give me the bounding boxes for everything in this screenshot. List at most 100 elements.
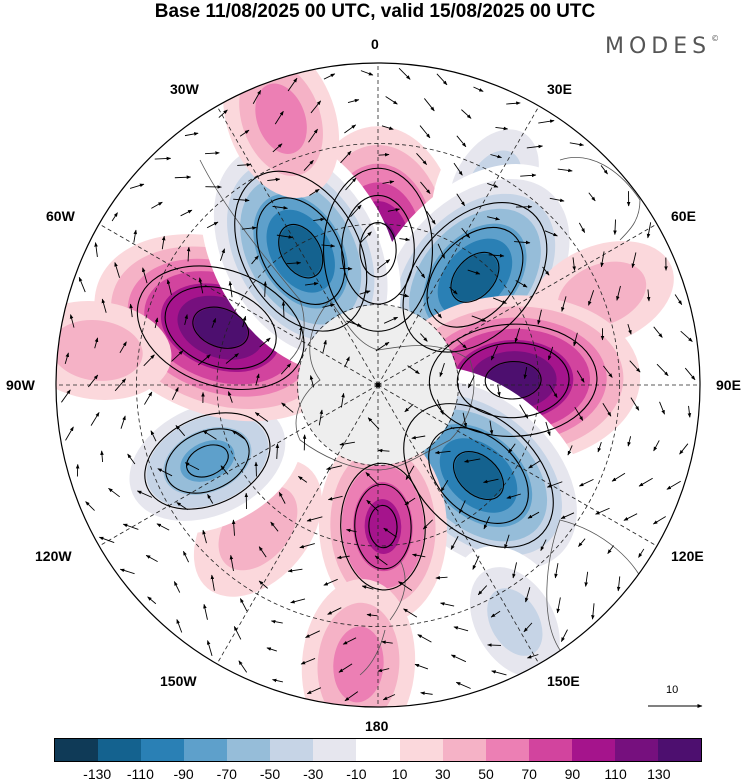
wind-vector: [548, 346, 554, 361]
wind-vector: [467, 375, 475, 389]
anomaly-contour: [452, 253, 498, 302]
wind-vector: [272, 205, 288, 210]
wind-vector: [497, 384, 501, 397]
wind-vector: [588, 290, 595, 306]
wind-vector: [653, 440, 660, 452]
wind-vector: [381, 640, 393, 645]
colorbar-tick-label: -110: [126, 766, 154, 782]
wind-vector: [298, 475, 308, 483]
wind-vector: [345, 177, 357, 191]
wind-vector: [523, 366, 528, 380]
colorbar-swatch: [55, 739, 99, 761]
wind-vector: [310, 100, 322, 114]
wind-vector: [456, 193, 466, 207]
colorbar-tick-label: -30: [303, 766, 324, 782]
wind-vector: [304, 282, 319, 286]
wind-vector: [472, 555, 480, 570]
wind-vector: [490, 345, 498, 361]
south-america-coastline: [199, 159, 305, 361]
lon-label-150e: 150E: [547, 673, 580, 689]
wind-vector: [94, 242, 98, 257]
wind-vector: [144, 391, 153, 405]
wind-vector: [202, 430, 217, 440]
wind-vector: [231, 430, 246, 440]
colorbar-swatch: [184, 739, 228, 761]
wind-vector: [607, 545, 614, 555]
colorbar-tick-label: 130: [647, 766, 671, 782]
wind-vector: [111, 212, 118, 222]
wind-vector: [327, 495, 343, 501]
wind-vector: [85, 501, 95, 511]
wind-vector: [666, 480, 681, 490]
wind-vector: [154, 317, 159, 329]
wind-vector: [336, 555, 350, 560]
wind-vector: [420, 181, 431, 194]
wind-vector: [557, 168, 573, 173]
wind-vector: [560, 629, 568, 642]
wind-vector: [573, 332, 578, 347]
wind-vector: [309, 375, 315, 388]
wind-vector: [398, 293, 410, 298]
closed-streamline: [456, 342, 570, 419]
wind-vector: [456, 339, 467, 349]
wind-vector: [381, 125, 394, 130]
wind-vector: [238, 660, 248, 673]
streamline-layer: [61, 67, 696, 702]
wind-vector: [495, 126, 509, 131]
wind-vector: [659, 401, 665, 415]
wind-vector: [574, 406, 584, 421]
wind-vector: [434, 308, 442, 319]
wind-vector: [136, 490, 153, 498]
wind-vector: [595, 507, 610, 515]
wind-vector: [90, 412, 100, 426]
wind-vector: [347, 98, 360, 103]
brand-text: MODES: [605, 34, 712, 59]
wind-vector: [129, 183, 145, 189]
wind-vector: [254, 412, 269, 422]
wind-vector: [684, 367, 696, 381]
wind-vector: [556, 597, 561, 614]
wind-vector: [458, 500, 466, 514]
wind-vector: [157, 468, 173, 477]
wind-vector: [143, 354, 155, 367]
wind-vector: [202, 529, 207, 544]
wind-vector: [483, 516, 490, 530]
reference-arrow-icon: [648, 704, 703, 708]
wind-vector: [591, 603, 595, 620]
wind-vector: [405, 465, 415, 480]
wind-vector: [423, 98, 435, 112]
wind-vector: [65, 426, 74, 441]
wind-vector: [538, 119, 555, 124]
wind-vector: [108, 487, 120, 498]
wind-vector: [147, 596, 157, 605]
closed-streamline: [322, 167, 433, 332]
wind-vector: [630, 397, 640, 411]
wind-vector: [579, 478, 594, 487]
wind-vector: [122, 523, 139, 530]
wind-vector: [237, 163, 252, 167]
colorbar-swatch: [399, 739, 443, 761]
wind-vector: [266, 647, 277, 652]
wind-vector: [365, 472, 378, 485]
wind-vector: [61, 389, 71, 403]
colorbar-ticks: -130 -110 -90 -70 -50 -30 -10 10 30 50 70 90 110 130: [0, 766, 750, 783]
wind-vector: [549, 197, 565, 203]
wind-vector: [434, 450, 451, 455]
closed-streamline: [453, 450, 504, 500]
wind-vector: [422, 519, 433, 530]
wind-vector: [206, 640, 213, 656]
colorbar-swatch: [356, 739, 400, 761]
wind-vector: [175, 425, 186, 437]
wind-vector: [378, 152, 390, 157]
wind-vector: [680, 330, 693, 342]
wind-vector: [184, 132, 199, 137]
wind-vector: [205, 151, 220, 155]
wind-vector: [174, 175, 192, 180]
colorbar: [54, 738, 702, 762]
wind-vector: [374, 555, 388, 566]
wind-vector: [545, 421, 551, 437]
wind-vector: [114, 262, 120, 278]
wind-vector: [87, 374, 99, 388]
wind-vector: [286, 261, 302, 265]
